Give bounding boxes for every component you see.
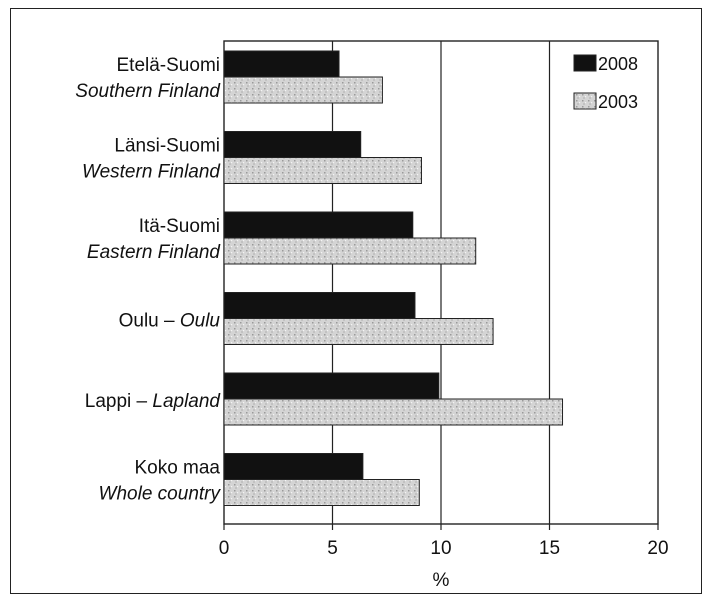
legend-swatch-2003 — [573, 92, 597, 110]
bar-2003 — [223, 237, 477, 265]
bar-2003 — [223, 479, 420, 506]
category-label: Koko maa — [134, 458, 220, 479]
bar-2008 — [223, 453, 364, 480]
category-label: Oulu – Oulu — [119, 311, 221, 332]
category-label: Itä-Suomi — [139, 216, 220, 237]
bar-2008 — [223, 292, 416, 319]
bar-2008 — [223, 50, 340, 78]
bar-2003 — [223, 398, 564, 426]
x-axis-label: % — [433, 570, 450, 591]
bar-2003 — [223, 318, 494, 345]
category-label-en: Eastern Finland — [87, 242, 222, 263]
x-tick-label: 0 — [219, 538, 230, 559]
bar-chart: 0 5 10 15 20% Etelä-Suomi Southern Finland Läns… — [75, 40, 669, 591]
category-label-en: Southern Finland — [75, 81, 221, 102]
bar-2008 — [223, 211, 414, 239]
x-tick-label: 15 — [539, 538, 560, 559]
chart-frame: 0 5 10 15 20% Etelä-Suomi Southern Finland Läns… — [10, 8, 702, 594]
bar-2008 — [223, 131, 362, 158]
legend-label-2008: 2008 — [598, 54, 638, 74]
category-label: Etelä-Suomi — [117, 55, 221, 76]
category-label: Lappi – Lapland — [85, 391, 222, 412]
x-tick-label: 20 — [647, 538, 668, 559]
category-label: Länsi-Suomi — [114, 136, 220, 157]
category-label-en: Western Finland — [82, 162, 221, 183]
bar-2008 — [223, 372, 440, 400]
legend-swatch-2008 — [573, 54, 597, 72]
x-tick-label: 10 — [430, 538, 451, 559]
bar-2003 — [223, 76, 383, 104]
x-tick-label: 5 — [327, 538, 338, 559]
category-label-en: Whole country — [99, 484, 222, 505]
bar-2003 — [223, 157, 422, 184]
legend-label-2003: 2003 — [598, 92, 638, 112]
